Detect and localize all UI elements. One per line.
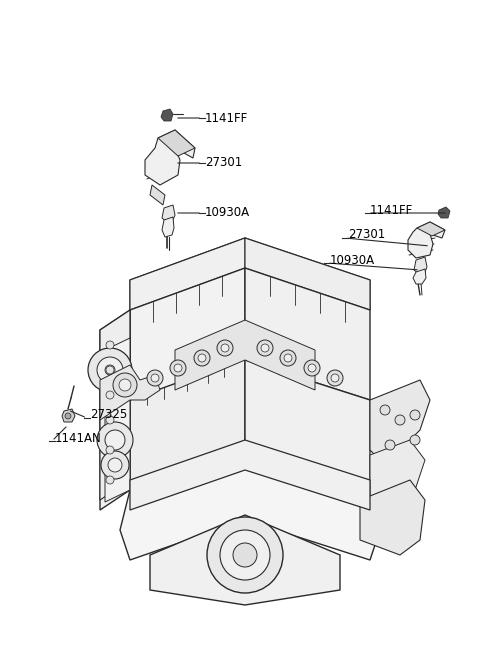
Polygon shape <box>360 480 425 555</box>
Circle shape <box>106 476 114 484</box>
Circle shape <box>105 430 125 450</box>
Text: 27301: 27301 <box>348 229 385 242</box>
Polygon shape <box>130 238 370 310</box>
Text: 1141FF: 1141FF <box>205 111 248 124</box>
Polygon shape <box>245 360 370 500</box>
Circle shape <box>304 360 320 376</box>
Polygon shape <box>130 440 370 510</box>
Polygon shape <box>175 320 315 390</box>
Polygon shape <box>414 257 427 274</box>
Circle shape <box>106 366 114 374</box>
Circle shape <box>217 340 233 356</box>
Text: 27325: 27325 <box>90 409 127 422</box>
Circle shape <box>284 354 292 362</box>
Polygon shape <box>150 185 165 205</box>
Circle shape <box>261 344 269 352</box>
Circle shape <box>280 350 296 366</box>
Polygon shape <box>370 380 430 460</box>
Text: 1141FF: 1141FF <box>370 204 413 217</box>
Polygon shape <box>150 515 340 605</box>
Text: 27301: 27301 <box>205 157 242 170</box>
Circle shape <box>174 364 182 372</box>
Circle shape <box>233 543 257 567</box>
Polygon shape <box>100 310 130 440</box>
Circle shape <box>385 440 395 450</box>
Text: 1141AN: 1141AN <box>55 432 102 445</box>
Circle shape <box>106 446 114 454</box>
Polygon shape <box>245 268 370 400</box>
Polygon shape <box>145 130 195 185</box>
Circle shape <box>194 350 210 366</box>
Polygon shape <box>161 109 173 121</box>
Text: 10930A: 10930A <box>330 253 375 267</box>
Circle shape <box>106 416 114 424</box>
Text: 10930A: 10930A <box>205 206 250 219</box>
Circle shape <box>101 451 129 479</box>
Circle shape <box>331 374 339 382</box>
Circle shape <box>170 360 186 376</box>
Circle shape <box>106 391 114 399</box>
Polygon shape <box>245 238 370 310</box>
Circle shape <box>65 413 71 419</box>
Circle shape <box>97 422 133 458</box>
Circle shape <box>113 373 137 397</box>
Circle shape <box>220 530 270 580</box>
Polygon shape <box>100 310 130 510</box>
Circle shape <box>308 364 316 372</box>
Circle shape <box>97 357 123 383</box>
Polygon shape <box>413 269 426 284</box>
Polygon shape <box>105 338 130 502</box>
Polygon shape <box>417 222 445 236</box>
Polygon shape <box>438 207 450 218</box>
Circle shape <box>257 340 273 356</box>
Circle shape <box>108 458 122 472</box>
Polygon shape <box>120 450 380 560</box>
Circle shape <box>198 354 206 362</box>
Circle shape <box>410 410 420 420</box>
Polygon shape <box>408 222 445 258</box>
Polygon shape <box>162 205 175 222</box>
Polygon shape <box>370 440 425 505</box>
Circle shape <box>88 348 132 392</box>
Circle shape <box>410 435 420 445</box>
Circle shape <box>147 370 163 386</box>
Circle shape <box>105 365 115 375</box>
Circle shape <box>106 341 114 349</box>
Polygon shape <box>130 238 245 310</box>
Polygon shape <box>62 409 75 422</box>
Circle shape <box>119 379 131 391</box>
Circle shape <box>221 344 229 352</box>
Circle shape <box>207 517 283 593</box>
Polygon shape <box>130 358 245 540</box>
Polygon shape <box>100 365 160 420</box>
Circle shape <box>395 415 405 425</box>
Circle shape <box>380 405 390 415</box>
Polygon shape <box>162 217 174 237</box>
Polygon shape <box>158 130 195 156</box>
Circle shape <box>327 370 343 386</box>
Polygon shape <box>100 420 130 500</box>
Polygon shape <box>130 268 245 400</box>
Circle shape <box>151 374 159 382</box>
